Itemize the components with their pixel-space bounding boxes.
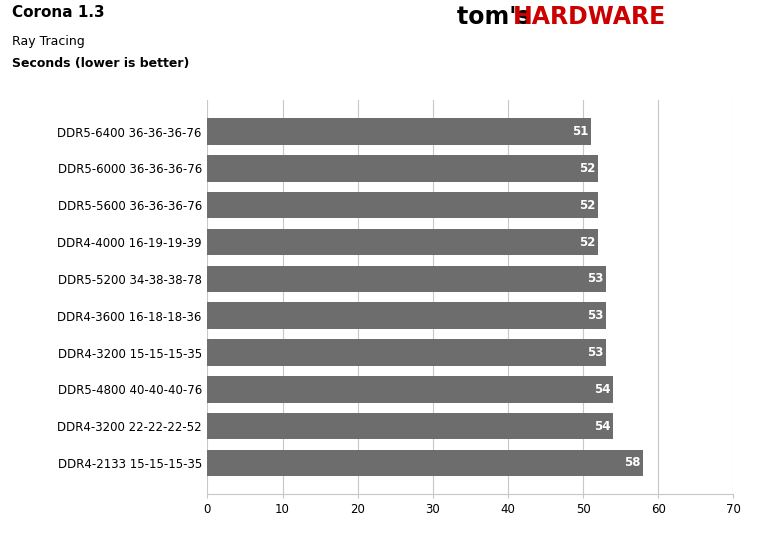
Text: 53: 53 (587, 346, 604, 359)
Bar (207, 266, 606, 292)
Text: 58: 58 (624, 457, 641, 470)
Text: 54: 54 (594, 420, 611, 433)
Text: tom's: tom's (457, 5, 539, 29)
Text: Corona 1.3: Corona 1.3 (12, 5, 104, 21)
Bar (207, 450, 644, 476)
Bar (207, 118, 591, 145)
Text: 51: 51 (572, 125, 588, 138)
Text: Ray Tracing: Ray Tracing (12, 35, 84, 48)
Text: HARDWARE: HARDWARE (513, 5, 667, 29)
Text: 54: 54 (594, 383, 611, 396)
Bar (207, 192, 598, 218)
Text: 53: 53 (587, 273, 604, 286)
Text: 52: 52 (580, 162, 596, 175)
Bar (207, 302, 606, 329)
Text: 52: 52 (580, 236, 596, 249)
Bar (207, 229, 598, 255)
Bar (207, 376, 613, 402)
Bar (207, 339, 606, 366)
Text: Seconds (lower is better): Seconds (lower is better) (12, 57, 189, 70)
Bar (207, 155, 598, 182)
Text: 53: 53 (587, 309, 604, 322)
Bar (207, 413, 613, 439)
Text: 52: 52 (580, 199, 596, 212)
